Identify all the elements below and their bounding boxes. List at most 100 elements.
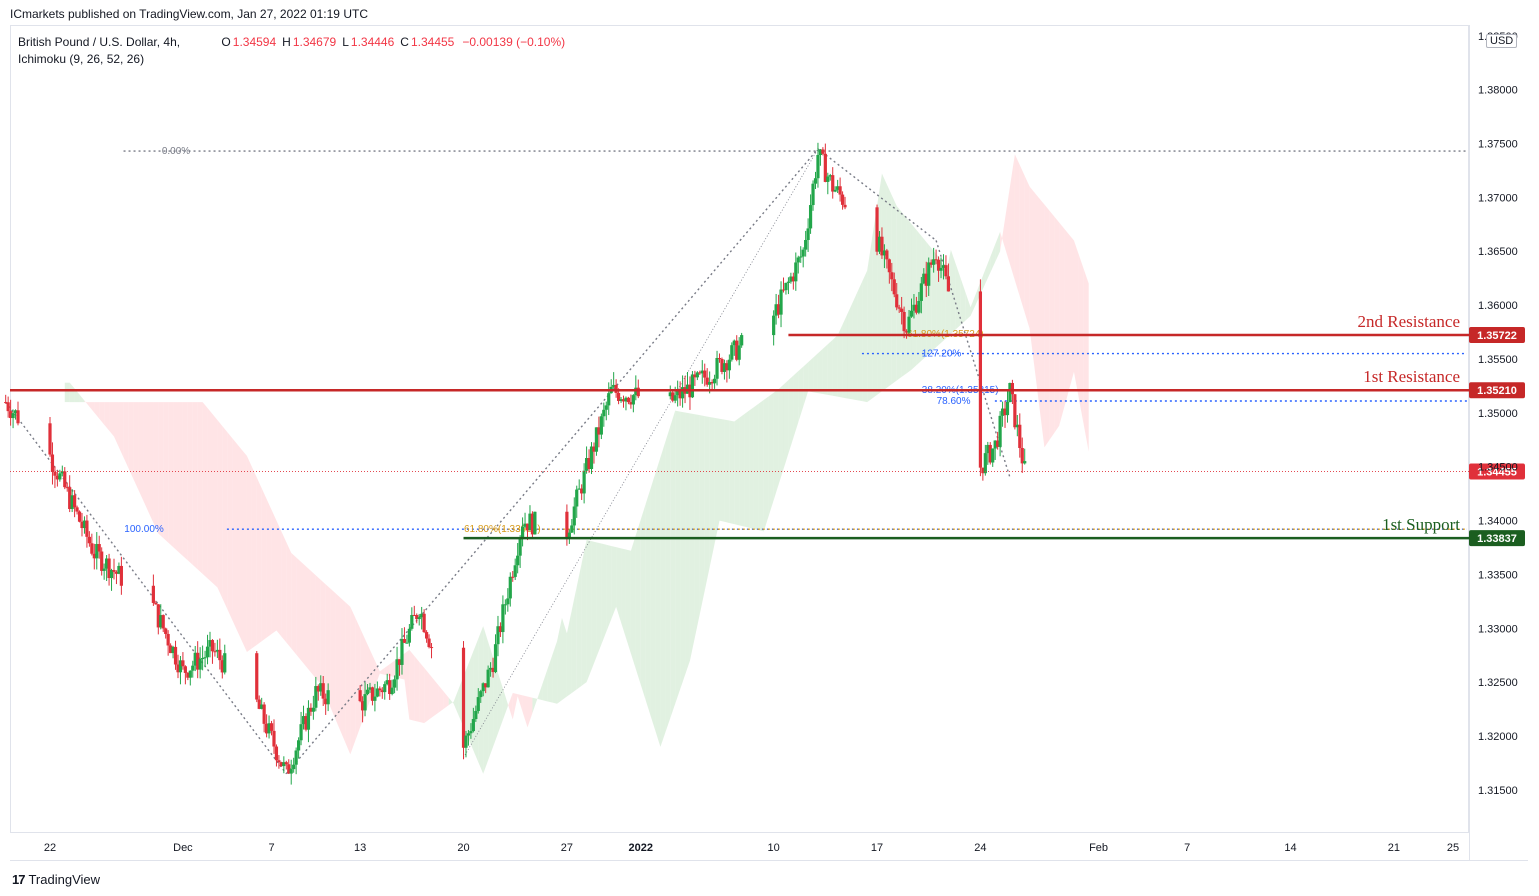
cloud-segment <box>729 420 735 525</box>
cloud-segment <box>822 344 828 395</box>
candle-body <box>218 649 222 661</box>
cloud-segment <box>753 403 759 531</box>
footer-divider <box>10 860 1528 861</box>
candle-body <box>929 262 933 265</box>
x-tick-label: 13 <box>354 842 366 854</box>
candle-body <box>988 444 992 463</box>
y-tick-label: 1.34000 <box>1478 516 1518 528</box>
ohlc-value: 1.34594 <box>232 35 277 49</box>
cloud-segment <box>862 270 868 403</box>
candle-body <box>897 307 901 309</box>
cloud-segment <box>379 667 385 675</box>
cloud-segment <box>261 488 267 642</box>
candle-body <box>9 411 13 419</box>
candle-body <box>823 153 827 182</box>
candle-body <box>587 458 591 470</box>
currency-badge[interactable]: USD <box>1486 34 1518 48</box>
cloud-segment <box>1059 222 1065 426</box>
cloud-segment <box>109 402 114 437</box>
y-tick-label: 1.38000 <box>1478 85 1518 97</box>
cloud-segment <box>202 402 208 579</box>
cloud-segment <box>355 617 361 741</box>
price-axis[interactable]: 1.31500 1.32000 1.32500 1.33000 1.33500 1.340… <box>1478 31 1518 797</box>
candle-body <box>695 372 699 378</box>
cloud-segment <box>645 488 651 716</box>
cloud-segment <box>315 575 321 685</box>
candle-body <box>922 273 926 284</box>
cloud-segment <box>670 410 676 719</box>
cloud-segment <box>542 669 548 702</box>
candle-body <box>1008 383 1012 402</box>
candle-body <box>183 666 187 673</box>
cloud-segment <box>1024 175 1030 329</box>
candle-body <box>523 523 527 527</box>
cloud-segment <box>621 548 626 638</box>
candle-body <box>631 395 635 405</box>
candle-body <box>890 272 894 280</box>
candle-body <box>843 204 847 208</box>
cloud-segment <box>1039 198 1045 448</box>
tradingview-brand[interactable]: 17 TradingView <box>12 872 100 887</box>
x-tick-label: Dec <box>173 842 193 854</box>
cloud-segment <box>448 697 454 706</box>
candle-body <box>186 672 190 678</box>
candle-body <box>415 615 419 620</box>
x-tick-label: 20 <box>457 842 469 854</box>
fib-label: 100.00% <box>124 524 164 535</box>
candle-body <box>986 444 990 454</box>
cloud-segment <box>739 414 745 527</box>
indicator-legend[interactable]: Ichimoku (9, 26, 52, 26) <box>18 52 145 66</box>
cloud-segment <box>493 657 498 747</box>
candle-body <box>806 228 810 241</box>
cloud-segment <box>758 399 764 532</box>
cloud-segment <box>547 655 553 703</box>
candle-body <box>405 642 409 644</box>
candle-body <box>700 370 704 374</box>
candle-body <box>572 506 576 526</box>
candle-body <box>779 289 783 315</box>
candle-body <box>203 657 207 659</box>
candle-body <box>87 536 91 544</box>
candle-body <box>255 653 259 700</box>
cloud-segment <box>133 402 139 491</box>
cloud-segment <box>1044 204 1050 448</box>
candle-body <box>801 249 805 257</box>
time-axis[interactable]: 22 Dec 7 13 20 27 2022 10 17 24 Feb 7 14 21 25 <box>44 842 1459 854</box>
cloud-segment <box>606 544 612 632</box>
y-tick-label: 1.33500 <box>1478 569 1518 581</box>
candle-body <box>1000 408 1005 416</box>
symbol-legend[interactable]: British Pound / U.S. Dollar, 4h, O 1.3459… <box>18 35 573 49</box>
trend-line <box>285 148 819 775</box>
cloud-segment <box>685 412 690 675</box>
brand-label: TradingView <box>28 872 101 887</box>
candle-body <box>530 513 535 535</box>
cloud-segment <box>512 692 518 720</box>
cloud-segment <box>808 357 814 393</box>
candle-body <box>998 415 1002 447</box>
candle-body <box>466 733 471 736</box>
candle-body <box>205 646 210 658</box>
cloud-segment <box>517 694 523 712</box>
cloud-segment <box>118 402 124 459</box>
cloud-segment <box>414 655 420 722</box>
candle-body <box>282 762 286 767</box>
candle-body <box>262 704 266 724</box>
candle-body <box>80 521 84 529</box>
candle-body <box>740 335 744 346</box>
candle-body <box>474 710 478 720</box>
candle-body <box>85 520 89 537</box>
ohlc-value: −0.00139 (−0.10%) <box>462 35 566 49</box>
candle-body <box>614 384 618 393</box>
cloud-segment <box>187 402 193 565</box>
chart-pane[interactable] <box>10 25 1469 833</box>
candle-body <box>496 626 500 645</box>
candle-body <box>668 392 672 397</box>
cloud-segment <box>778 384 784 485</box>
candle-body <box>533 511 537 535</box>
candle-body <box>589 446 594 470</box>
cloud-segment <box>945 249 951 339</box>
candle-body <box>941 265 946 268</box>
cloud-segment <box>601 543 607 645</box>
candle-body <box>991 448 995 463</box>
